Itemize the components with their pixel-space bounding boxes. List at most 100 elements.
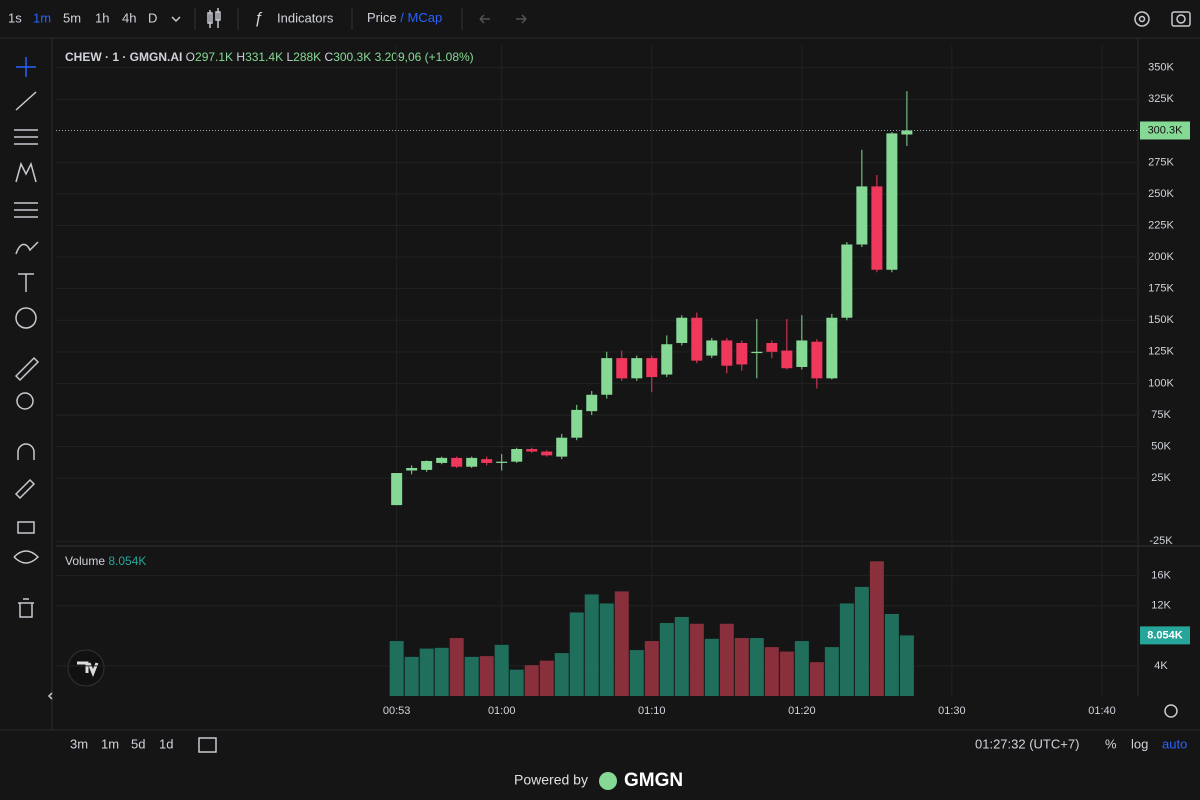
candle-body: [901, 130, 913, 135]
range[interactable]: 1d: [159, 736, 173, 751]
y-tick-label: 50K: [1151, 440, 1171, 452]
log-toggle[interactable]: log: [1131, 736, 1148, 751]
candle-body: [541, 451, 553, 456]
date-range-button[interactable]: [198, 737, 217, 753]
volume-bar: [629, 650, 644, 696]
y-tick-label: 200K: [1148, 251, 1174, 263]
volume-bar: [389, 641, 404, 696]
screenshot-button[interactable]: [1171, 11, 1191, 27]
candle-body: [391, 473, 403, 506]
interval-active[interactable]: 1m: [33, 10, 51, 25]
volume-bar: [779, 651, 794, 696]
hide-tool[interactable]: [13, 550, 40, 564]
text-tool[interactable]: [18, 273, 34, 292]
candle-body: [586, 394, 598, 412]
volume-bar: [584, 594, 599, 696]
lock-tool[interactable]: [17, 521, 35, 534]
volume-bar: [509, 669, 524, 696]
candle-body: [781, 350, 793, 369]
volume-bar: [494, 644, 509, 696]
candle-body: [796, 340, 808, 367]
candle-body: [616, 358, 628, 379]
line-tool[interactable]: [15, 91, 37, 111]
candle-body: [751, 351, 763, 354]
volume-bar: [734, 638, 749, 696]
price-toggle[interactable]: Price / MCap: [367, 10, 442, 25]
indicators-button[interactable]: Indicators: [277, 10, 334, 25]
volume-bar: [569, 612, 584, 696]
collapse-toolbar[interactable]: [47, 692, 53, 700]
delete-tool[interactable]: [18, 598, 34, 618]
candle-body: [436, 457, 448, 463]
candle-body: [766, 342, 778, 352]
y-tick-label: 25K: [1151, 472, 1171, 484]
interval[interactable]: 1h: [95, 10, 109, 25]
ruler-tool[interactable]: [14, 356, 40, 382]
zoom-tool[interactable]: [16, 392, 34, 410]
candle-body: [841, 244, 853, 318]
undo[interactable]: [479, 14, 490, 24]
y-tick-label: 325K: [1148, 93, 1174, 105]
candle-body: [496, 461, 508, 463]
chart-type-button[interactable]: [207, 8, 221, 28]
y-tick-label: 225K: [1148, 219, 1174, 231]
separator: /: [400, 10, 404, 25]
interval-dropdown[interactable]: [171, 16, 181, 23]
volume-bar: [404, 656, 419, 696]
axis-settings[interactable]: [1164, 704, 1178, 718]
pattern-tool[interactable]: [15, 161, 37, 183]
candle-body: [601, 358, 613, 395]
volume-bar: [464, 656, 479, 696]
drawing-tools: [13, 57, 40, 618]
x-tick-label: 01:40: [1088, 705, 1116, 717]
candle-body: [451, 457, 463, 467]
candle-body: [481, 459, 493, 463]
emoji-tool[interactable]: [15, 307, 37, 329]
candle-body: [811, 341, 823, 379]
volume-bar: [689, 623, 704, 696]
volume-bar: [764, 647, 779, 696]
candle-body: [421, 461, 433, 470]
o-value: 297.1K: [195, 50, 233, 64]
mcap[interactable]: MCap: [408, 10, 443, 25]
interval[interactable]: D: [148, 10, 157, 25]
candle-body: [526, 449, 538, 452]
lock-drawing-tool[interactable]: [14, 478, 36, 500]
brush-tool[interactable]: [15, 241, 39, 255]
settings-button[interactable]: [1134, 11, 1150, 27]
l-label: L: [286, 50, 293, 64]
candle-body: [706, 340, 718, 356]
auto-toggle[interactable]: auto: [1162, 736, 1187, 751]
x-tick-label: 00:53: [383, 705, 411, 717]
interval[interactable]: 5m: [63, 10, 81, 25]
price[interactable]: Price: [367, 10, 397, 25]
c-value: 300.3K: [333, 50, 371, 64]
range[interactable]: 5d: [131, 736, 145, 751]
volume-bar: [434, 647, 449, 696]
range[interactable]: 1m: [101, 736, 119, 751]
candle-body: [856, 186, 868, 245]
volume-bar: [449, 638, 464, 696]
candle-body: [571, 409, 583, 438]
clock: 01:27:32 (UTC+7): [975, 736, 1079, 751]
candle-body: [466, 457, 478, 467]
volume-bar: [704, 638, 719, 696]
o-label: O: [186, 50, 195, 64]
last-price-box: [1140, 121, 1190, 140]
interval[interactable]: 4h: [122, 10, 136, 25]
projection-tool[interactable]: [14, 202, 38, 218]
crosshair-tool[interactable]: [16, 57, 36, 77]
percent-toggle[interactable]: %: [1105, 736, 1117, 751]
redo[interactable]: [516, 14, 527, 24]
range[interactable]: 3m: [70, 736, 88, 751]
magnet-tool[interactable]: [17, 443, 35, 460]
candle-body: [691, 317, 703, 361]
h-label: H: [236, 50, 245, 64]
candle-body: [511, 449, 523, 462]
fx-icon[interactable]: ƒ: [254, 10, 263, 27]
candle-body: [646, 358, 658, 378]
last-volume-box: [1140, 626, 1190, 645]
fib-tool[interactable]: [14, 129, 38, 145]
interval[interactable]: 1s: [8, 10, 22, 25]
volume-bar: [539, 660, 554, 696]
